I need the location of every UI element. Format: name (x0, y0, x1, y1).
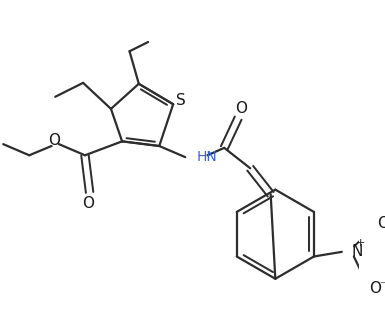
Text: +: + (356, 238, 365, 248)
Text: O: O (235, 101, 247, 116)
Text: O: O (377, 217, 385, 232)
Text: O: O (369, 281, 381, 296)
Text: O: O (48, 133, 60, 148)
Text: ⁻: ⁻ (379, 279, 385, 292)
Text: HN: HN (196, 150, 217, 164)
Text: O: O (82, 196, 94, 211)
Text: S: S (176, 93, 186, 108)
Text: N: N (351, 244, 362, 259)
